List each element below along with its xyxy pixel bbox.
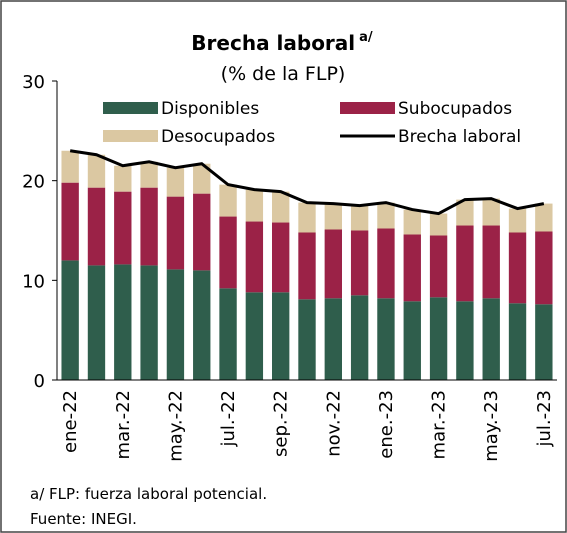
bar-segment <box>403 209 421 235</box>
bar-segment <box>508 208 527 233</box>
bar-segment <box>298 232 316 300</box>
bar-segment <box>87 187 106 266</box>
line-series <box>69 149 545 216</box>
bar-segment <box>508 232 527 304</box>
bar-segment <box>193 270 211 380</box>
bar-segment <box>245 292 264 380</box>
bar-segment <box>245 221 264 293</box>
bar-segment <box>114 165 132 192</box>
x-tick-label: may.-22 <box>165 390 186 462</box>
x-tick-label: ene-22 <box>60 390 81 453</box>
bar-segment <box>377 228 395 299</box>
x-tick-label: ene.-23 <box>376 390 397 459</box>
legend-label: Desocupados <box>161 127 275 147</box>
x-tick-label: sep.-22 <box>271 390 292 457</box>
y-tick-label: 20 <box>22 172 45 193</box>
bar-segment <box>482 298 500 380</box>
bar-segment <box>377 202 395 229</box>
bar-segment <box>114 264 132 380</box>
bar-segment <box>298 299 316 380</box>
bar-segment <box>535 231 553 305</box>
legend-label: Brecha laboral <box>398 127 521 147</box>
y-tick-label: 30 <box>22 72 45 93</box>
title-superscript: a/ <box>359 30 373 45</box>
bar-segment <box>377 298 395 380</box>
bar-segment <box>61 150 79 183</box>
bar-segment <box>429 213 448 236</box>
bar-segment <box>508 303 527 380</box>
bar-segment <box>482 198 500 226</box>
bar-segment <box>61 182 79 261</box>
bar-segment <box>87 154 106 188</box>
bar-segment <box>403 301 421 380</box>
bar-segment <box>272 292 290 380</box>
bar-segment <box>87 265 106 380</box>
bar-segment <box>429 235 448 298</box>
x-tick-label: mar.-22 <box>113 390 134 459</box>
bar-segment <box>456 199 474 226</box>
legend-swatch <box>340 102 395 114</box>
y-tick-label: 10 <box>22 271 45 292</box>
bar-segment <box>114 191 132 265</box>
bar-segment <box>350 230 369 296</box>
bar-segment <box>140 161 158 188</box>
bar-segment <box>324 229 342 299</box>
y-tick-label: 0 <box>34 371 45 392</box>
bar-segment <box>350 295 369 380</box>
bar-segment <box>298 202 316 233</box>
x-tick-label: jul.-22 <box>218 390 239 448</box>
x-tick-label: nov.-22 <box>323 390 344 457</box>
bar-segment <box>219 184 237 217</box>
legend-label: Disponibles <box>161 99 259 119</box>
bar-segment <box>193 193 211 271</box>
bar-segment <box>324 203 342 230</box>
bar-segment <box>166 269 185 380</box>
legend-swatch <box>103 102 158 114</box>
bar-segment <box>456 225 474 302</box>
bar-segment <box>456 301 474 380</box>
legend-label: Subocupados <box>398 99 512 119</box>
bar-segment <box>245 189 264 222</box>
title-text: Brecha laboral <box>191 31 355 55</box>
bar-segment <box>535 304 553 380</box>
x-tick-label: jul.-23 <box>534 390 555 448</box>
chart-subtitle: (% de la FLP) <box>221 63 346 85</box>
bar-segment <box>403 234 421 302</box>
bar-segment <box>324 298 342 380</box>
bar-segment <box>61 260 79 380</box>
bar-segment <box>482 225 500 299</box>
bar-segment <box>350 205 369 231</box>
bar-segment <box>219 288 237 380</box>
bar-segment <box>166 167 185 197</box>
note: Fuente: INEGI. <box>30 510 137 528</box>
bar-segment <box>272 191 290 223</box>
bar-segment <box>535 203 553 232</box>
bar-segment <box>219 216 237 289</box>
bar-segment <box>166 196 185 270</box>
bar-segment <box>140 187 158 266</box>
bar-segment <box>193 163 211 194</box>
note: a/ FLP: fuerza laboral potencial. <box>30 485 267 503</box>
legend-swatch <box>103 130 158 142</box>
x-tick-label: mar.-23 <box>429 390 450 459</box>
x-tick-label: may.-23 <box>481 390 502 462</box>
bar-segment <box>272 222 290 293</box>
chart-title: Brecha laboral a/ <box>191 30 373 55</box>
bar-segment <box>140 265 158 380</box>
bar-segment <box>429 297 448 380</box>
